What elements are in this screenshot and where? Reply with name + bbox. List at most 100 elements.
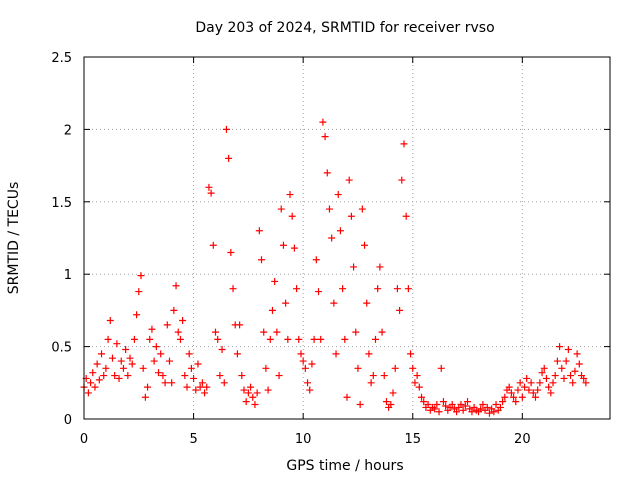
data-point xyxy=(95,376,103,384)
data-point xyxy=(262,364,270,372)
data-point xyxy=(104,335,112,343)
data-point xyxy=(258,256,266,264)
y-tick-label: 0 xyxy=(64,413,72,428)
data-point xyxy=(266,335,274,343)
data-point xyxy=(122,345,130,353)
data-point xyxy=(179,317,187,325)
data-point xyxy=(361,241,369,249)
data-point xyxy=(571,367,579,375)
data-point xyxy=(174,328,182,336)
data-point xyxy=(218,345,226,353)
data-point xyxy=(371,335,379,343)
data-point xyxy=(483,403,491,411)
data-point xyxy=(176,335,184,343)
data-point xyxy=(556,343,564,351)
data-point xyxy=(523,374,531,382)
data-point xyxy=(229,285,237,293)
x-axis-label: GPS time / hours xyxy=(286,458,403,474)
data-point xyxy=(389,389,397,397)
data-point xyxy=(459,406,467,414)
data-point xyxy=(363,299,371,307)
data-point xyxy=(336,227,344,235)
data-point xyxy=(536,379,544,387)
data-point xyxy=(345,176,353,184)
data-point xyxy=(330,299,338,307)
data-point xyxy=(545,383,553,391)
data-point xyxy=(222,125,230,133)
data-point xyxy=(325,205,333,213)
chart-title: Day 203 of 2024, SRMTID for receiver rvs… xyxy=(195,20,494,36)
data-point xyxy=(396,306,404,314)
data-point xyxy=(170,306,178,314)
data-point xyxy=(260,328,268,336)
data-point xyxy=(507,389,515,397)
data-point xyxy=(367,379,375,387)
data-point xyxy=(514,386,522,394)
data-point xyxy=(214,335,222,343)
x-tick-label: 0 xyxy=(80,432,88,447)
data-point xyxy=(251,401,259,409)
data-point xyxy=(365,350,373,358)
data-point xyxy=(510,393,518,401)
data-point xyxy=(247,383,255,391)
data-point xyxy=(418,393,426,401)
data-point xyxy=(135,288,143,296)
data-point xyxy=(435,408,443,416)
data-point xyxy=(297,350,305,358)
data-point xyxy=(321,133,329,141)
data-point xyxy=(376,263,384,271)
y-axis-label: SRMTID / TECUs xyxy=(6,182,22,295)
data-point xyxy=(391,364,399,372)
data-point xyxy=(98,350,106,358)
data-point xyxy=(347,212,355,220)
data-point xyxy=(457,401,465,409)
data-point xyxy=(144,383,152,391)
y-tick-label: 2 xyxy=(64,123,72,138)
data-point xyxy=(233,350,241,358)
data-point xyxy=(540,364,548,372)
data-point xyxy=(161,379,169,387)
data-point xyxy=(290,244,298,252)
data-point xyxy=(553,357,561,365)
data-point xyxy=(113,340,121,348)
data-point xyxy=(323,169,331,177)
data-point xyxy=(102,364,110,372)
data-point xyxy=(341,335,349,343)
data-point xyxy=(398,176,406,184)
data-points xyxy=(80,118,590,417)
data-point xyxy=(433,401,441,409)
data-point xyxy=(534,386,542,394)
data-point xyxy=(334,191,342,199)
data-point xyxy=(485,409,493,417)
data-point xyxy=(404,285,412,293)
data-point xyxy=(317,335,325,343)
data-point xyxy=(461,402,469,410)
data-point xyxy=(505,383,513,391)
data-point xyxy=(413,372,421,380)
data-point xyxy=(93,360,101,368)
data-point xyxy=(308,360,316,368)
data-point xyxy=(271,277,279,285)
data-point xyxy=(225,154,233,162)
data-point xyxy=(301,364,309,372)
data-point xyxy=(100,372,108,380)
data-point xyxy=(527,379,535,387)
y-tick-label: 1.5 xyxy=(51,196,72,211)
data-point xyxy=(306,386,314,394)
data-point xyxy=(310,335,318,343)
data-point xyxy=(468,408,476,416)
data-point xyxy=(567,372,575,380)
data-point xyxy=(339,285,347,293)
data-point xyxy=(87,379,95,387)
data-point xyxy=(253,389,261,397)
x-tick-label: 20 xyxy=(514,432,531,447)
data-point xyxy=(479,401,487,409)
data-point xyxy=(501,393,509,401)
data-point xyxy=(238,372,246,380)
x-tick-label: 15 xyxy=(404,432,421,447)
y-tick-label: 1 xyxy=(64,268,72,283)
data-point xyxy=(275,372,283,380)
data-point xyxy=(499,398,507,406)
data-point xyxy=(328,234,336,242)
data-point xyxy=(516,379,524,387)
